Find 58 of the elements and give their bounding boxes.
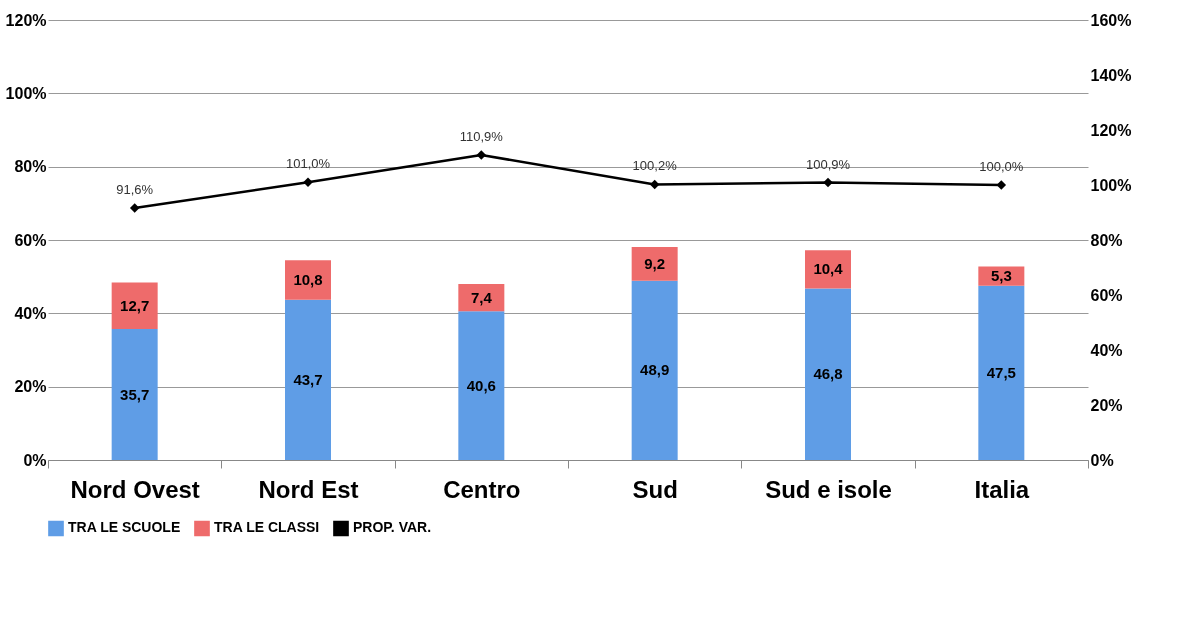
data-label: 46,8	[813, 365, 843, 383]
data-label: 110,9%	[459, 129, 504, 145]
data-label: 10,4	[813, 260, 844, 278]
legend-label: PROP. VAR.	[353, 519, 432, 536]
y-tick-label: 40%	[14, 304, 47, 322]
y2-tick-label: 40%	[1090, 341, 1123, 359]
x-tick-label: Centro	[443, 475, 521, 503]
data-label: 35,7	[120, 385, 150, 403]
y-tick-label: 0%	[23, 451, 47, 469]
data-label: 7,4	[470, 288, 493, 306]
data-label: 91,6%	[116, 182, 154, 198]
bar	[978, 285, 1025, 460]
x-tick-label: Sud	[632, 475, 678, 503]
bar	[111, 282, 158, 330]
x-tick-label: Sud e isole	[765, 475, 892, 503]
point	[996, 180, 1007, 190]
bar	[458, 311, 505, 460]
point	[476, 150, 487, 160]
bar	[285, 299, 331, 460]
point	[129, 203, 140, 213]
point	[823, 177, 833, 188]
x-tick-label: Nord Est	[258, 475, 359, 503]
data-label: 9,2	[644, 254, 666, 272]
data-label: 5,3	[990, 267, 1012, 285]
y2-tick-label: 20%	[1090, 396, 1123, 414]
y-tick-label: 60%	[14, 231, 47, 249]
bar	[111, 329, 158, 460]
y-tick-label: 120%	[5, 11, 47, 29]
y-tick-label: 20%	[14, 378, 47, 396]
y2-tick-label: 100%	[1090, 176, 1132, 194]
bar	[458, 284, 505, 312]
y2-tick-label: 140%	[1090, 66, 1132, 84]
data-label: 40,6	[466, 376, 496, 394]
legend-label: TRA LE SCUOLE	[68, 519, 181, 536]
bar	[631, 246, 678, 281]
data-label: 100,2%	[632, 158, 678, 174]
data-label: 47,5	[986, 363, 1016, 381]
bar	[805, 288, 851, 460]
data-label: 100,0%	[979, 159, 1024, 174]
x-tick-label: Italia	[974, 475, 1030, 503]
y2-tick-label: 80%	[1090, 231, 1123, 249]
bar	[631, 280, 678, 460]
data-label: 43,7	[293, 370, 323, 388]
data-label: 48,9	[640, 361, 670, 379]
point	[649, 179, 660, 190]
bar	[285, 260, 331, 300]
x-tick-label: Nord Ovest	[70, 475, 200, 503]
data-label: 10,8	[293, 270, 323, 288]
y-tick-label: 100%	[5, 84, 47, 102]
y2-tick-label: 120%	[1090, 121, 1132, 139]
y2-tick-label: 160%	[1090, 11, 1132, 29]
y-tick-label: 80%	[14, 158, 47, 176]
y2-tick-label: 60%	[1090, 286, 1123, 304]
data-label: 100,9%	[805, 156, 851, 172]
data-label: 101,0%	[285, 156, 331, 172]
data-label: 12,7	[120, 296, 150, 314]
legend-label: TRA LE CLASSI	[214, 519, 320, 536]
y2-tick-label: 0%	[1090, 451, 1114, 469]
